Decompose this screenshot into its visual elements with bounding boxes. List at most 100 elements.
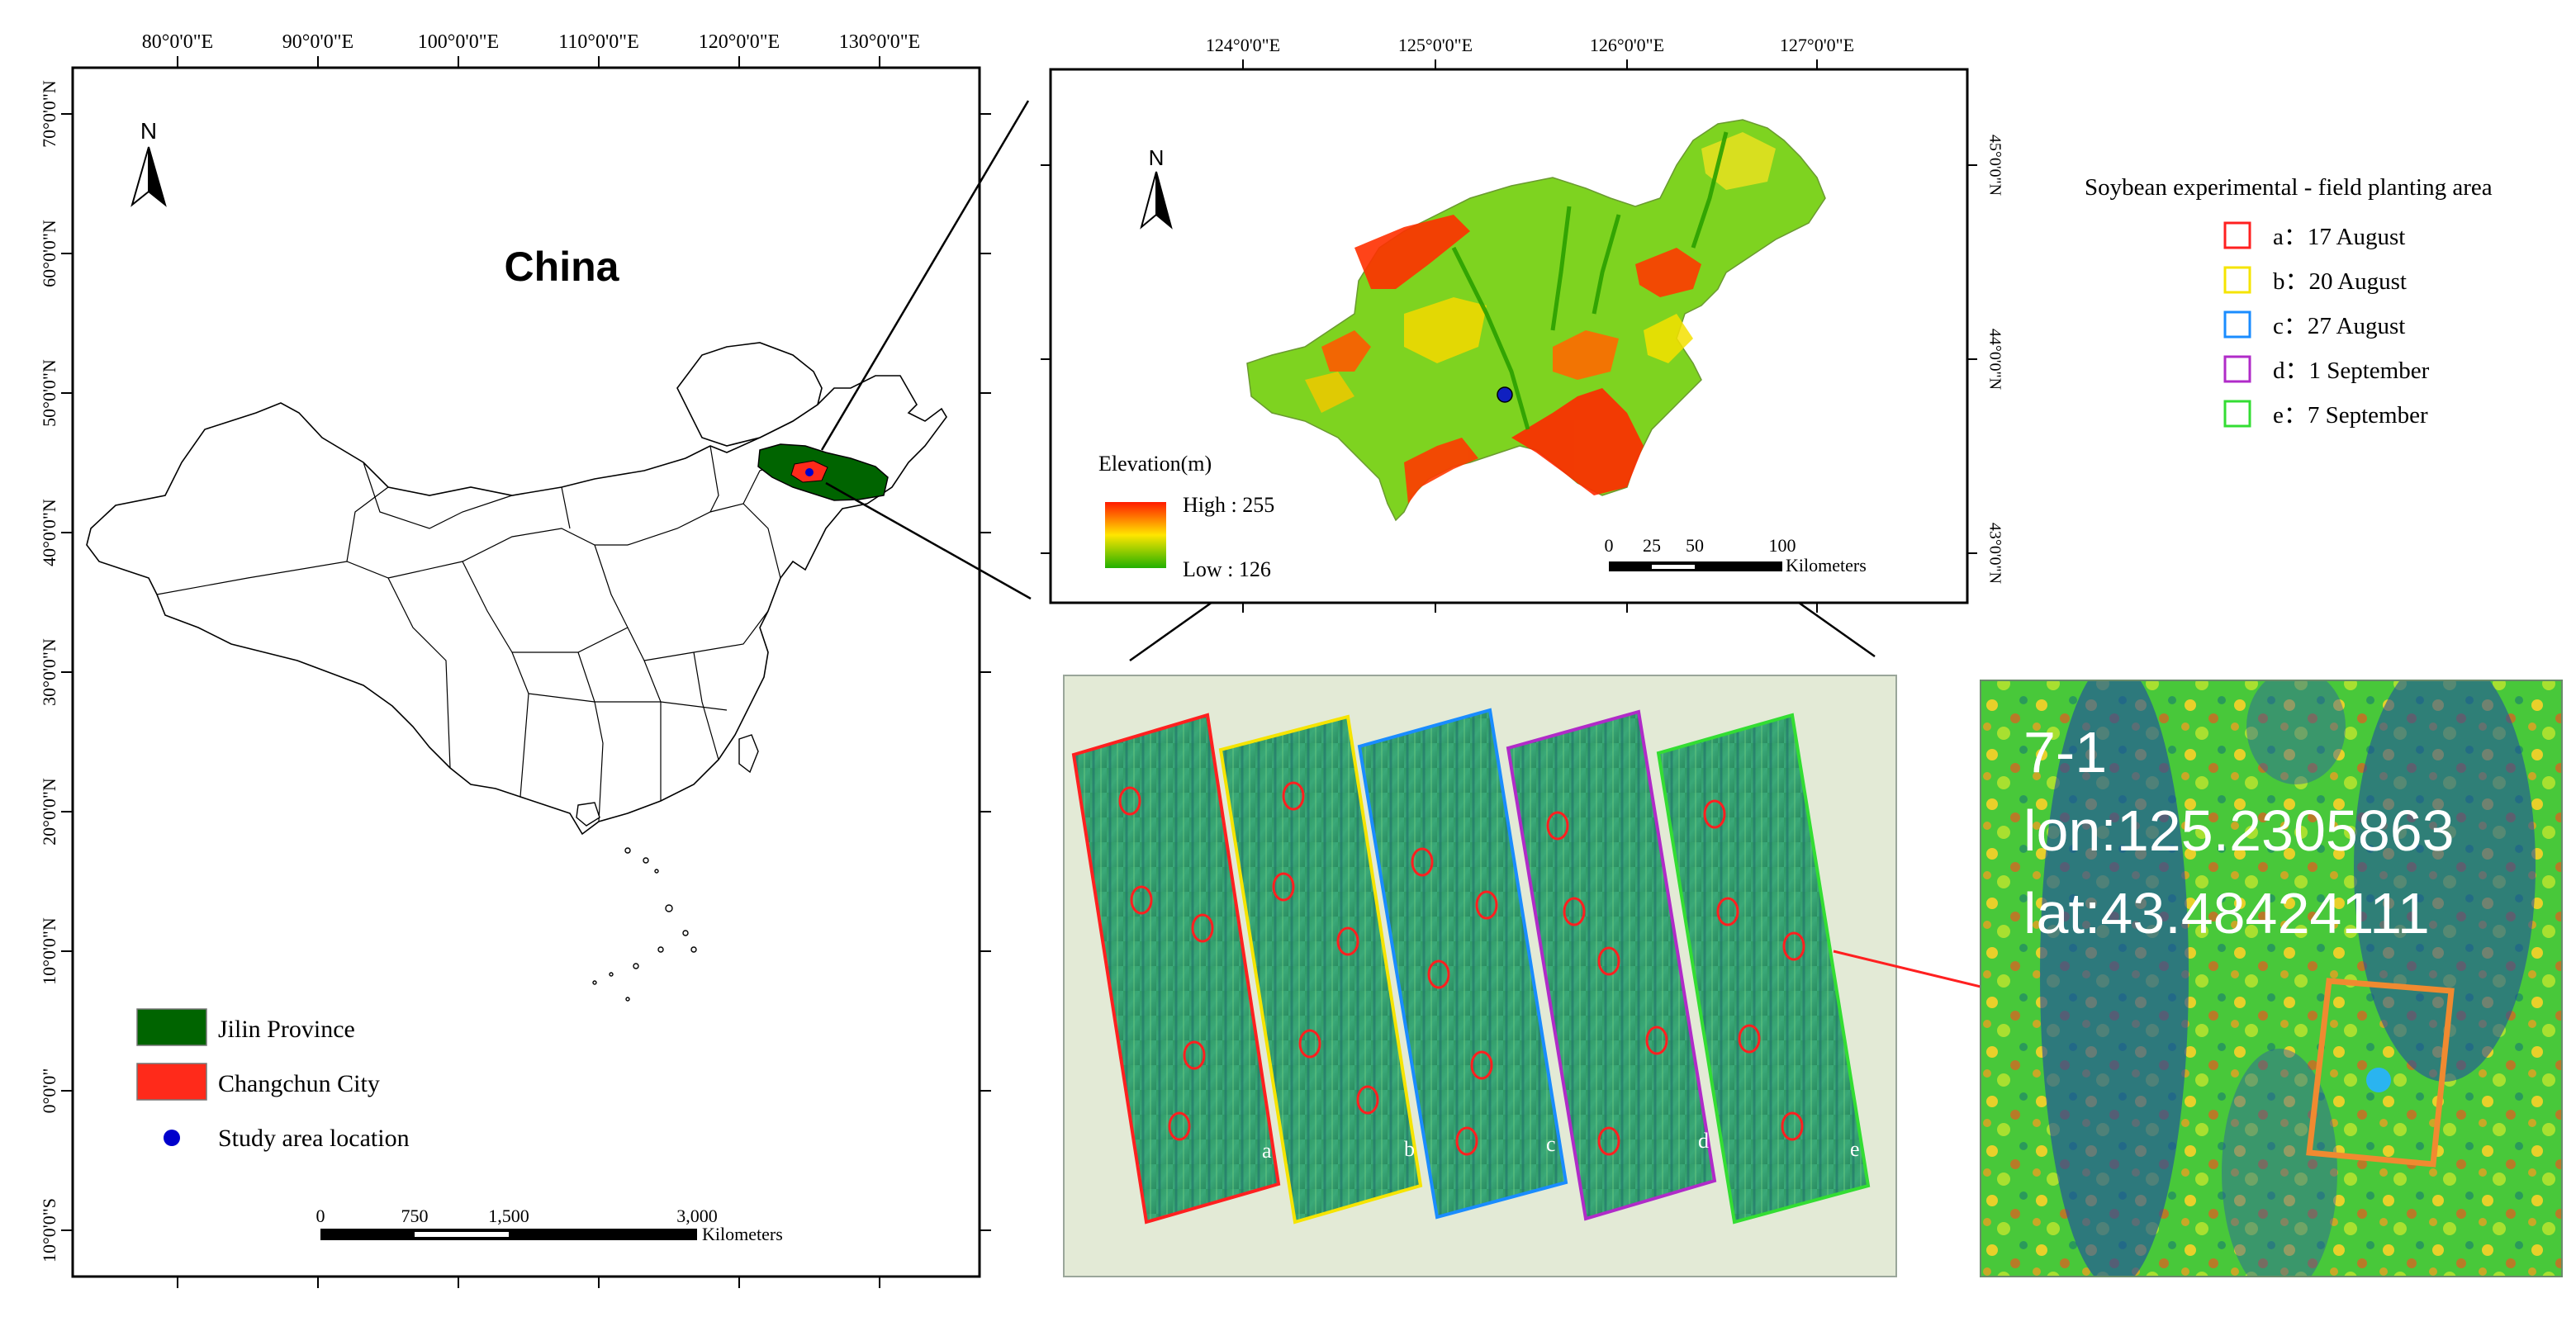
elevation-scale-bar: 0 25 50 100 Kilometers: [1605, 535, 1867, 576]
dark-soil-band: [2246, 680, 2346, 784]
legend-swatch: [136, 1008, 207, 1046]
lat-tick-label: 60°0'0"N: [39, 220, 59, 287]
sample-plot-marker: [1168, 1111, 1191, 1141]
lon-tick-label: 110°0'0"E: [558, 31, 639, 53]
sample-plot-marker: [1272, 872, 1295, 902]
legend-swatch: [136, 1063, 207, 1101]
svg-text:Kilometers: Kilometers: [1786, 555, 1867, 576]
sample-plot-marker: [1782, 931, 1805, 961]
sample-plot-marker: [1597, 946, 1620, 976]
svg-text:N: N: [140, 118, 157, 144]
field-legend-swatch: [2223, 221, 2251, 249]
field-planting-legend: Soybean experimental - field planting ar…: [2085, 174, 2493, 429]
elevation-lat-ticks: 45°0'0"N 44°0'0"N 43°0'0"N: [1041, 135, 2004, 584]
lon-tick-label: 80°0'0"E: [142, 31, 213, 53]
field-legend-label: e：7 September: [2273, 402, 2428, 429]
field-legend-label: b：20 August: [2273, 268, 2407, 295]
china-map-panel: 80°0'0"E 90°0'0"E 100°0'0"E 110°0'0"E 120°0'…: [39, 31, 991, 1288]
sample-plot-marker: [1118, 786, 1141, 816]
svg-text:0: 0: [1605, 535, 1614, 556]
lon-tick-label: 120°0'0"E: [699, 31, 780, 53]
sample-plot-marker: [1546, 811, 1569, 841]
uav-strip-image: [1357, 708, 1568, 1220]
sample-plot-marker: [1130, 885, 1153, 915]
sample-plot-marker: [1298, 1029, 1321, 1059]
lat-tick-label: 44°0'0"N: [1985, 329, 2004, 390]
china-lat-ticks: 70°0'0"N 60°0'0"N 50°0'0"N 40°0'0"N 30°0'0"N…: [39, 80, 991, 1263]
legend-label: Study area location: [218, 1125, 410, 1152]
uav-strip-image: [1218, 714, 1423, 1225]
sample-plot-marker: [1645, 1026, 1668, 1055]
sample-plot-marker: [1716, 897, 1739, 926]
elevation-legend: Elevation(m) High : 255 Low : 126: [1098, 452, 1274, 581]
islands: [576, 734, 759, 1002]
sample-plot-marker: [1703, 799, 1726, 829]
field-legend-swatch: [2223, 266, 2251, 294]
svg-text:50: 50: [1686, 535, 1704, 556]
study-area-dot: [805, 468, 814, 476]
lon-tick-label: 124°0'0"E: [1206, 35, 1280, 55]
high-elevation-zones: [1321, 215, 1701, 504]
field-legend-swatch: [2223, 355, 2251, 383]
sample-lat: lat:43.48424111: [2023, 881, 2430, 945]
lon-tick-label: 127°0'0"E: [1780, 35, 1854, 55]
lon-tick-label: 100°0'0"E: [418, 31, 499, 53]
sample-plot-marker: [1455, 1126, 1478, 1156]
svg-text:N: N: [1149, 145, 1165, 170]
sample-lon: lon:125.2305863: [2023, 798, 2455, 863]
uav-strip-letter: e: [1850, 1137, 1860, 1161]
china-scale-bar: 0 750 1,500 3,000 Kilometers: [316, 1206, 783, 1244]
field-legend-swatch: [2223, 400, 2251, 428]
lon-tick-label: 126°0'0"E: [1590, 35, 1664, 55]
sample-plot-marker: [1597, 1126, 1620, 1156]
field-legend-swatch: [2223, 310, 2251, 339]
lat-tick-label: 20°0'0"N: [39, 778, 59, 846]
uav-strip-letter: c: [1546, 1132, 1556, 1156]
province-boundaries: [156, 445, 835, 822]
svg-text:3,000: 3,000: [676, 1206, 718, 1226]
svg-text:Kilometers: Kilometers: [702, 1224, 783, 1244]
lat-tick-label: 10°0'0"S: [39, 1198, 59, 1263]
sample-plot-marker: [1470, 1050, 1493, 1080]
elevation-lon-ticks: 124°0'0"E 125°0'0"E 126°0'0"E 127°0'0"E: [1206, 35, 1854, 613]
china-outline: [86, 375, 947, 836]
sample-plot-marker: [1183, 1040, 1206, 1070]
sample-box: [2306, 978, 2455, 1168]
sample-plot-marker: [1356, 1085, 1379, 1115]
lat-tick-label: 40°0'0"N: [39, 499, 59, 566]
lat-tick-label: 0°0'0": [39, 1068, 59, 1114]
elevation-gradient: [1105, 502, 1166, 568]
dark-soil-band: [2354, 680, 2536, 1082]
svg-text:1,500: 1,500: [488, 1206, 529, 1226]
lat-tick-label: 70°0'0"N: [39, 80, 59, 148]
uav-strips: a b c d e: [1071, 708, 1871, 1225]
lat-tick-label: 43°0'0"N: [1985, 523, 2004, 584]
sample-plot-marker: [1191, 913, 1214, 943]
uav-strip-letter: d: [1698, 1129, 1709, 1153]
sample-id: 7-1: [2023, 720, 2107, 784]
china-title: China: [505, 244, 620, 290]
zoom-panel: 7-1 lon:125.2305863 lat:43.48424111: [1980, 680, 2563, 1277]
study-area-dot-elevation: [1497, 386, 1513, 403]
legend-label: Jilin Province: [218, 1016, 355, 1043]
lat-tick-label: 10°0'0"N: [39, 917, 59, 985]
sample-plot-marker: [1781, 1111, 1804, 1141]
dark-soil-band: [2222, 1049, 2337, 1277]
uav-strips-panel: a b c d e: [1063, 675, 1897, 1277]
svg-text:750: 750: [401, 1206, 429, 1226]
sample-plot-marker: [1336, 926, 1359, 956]
svg-text:100: 100: [1769, 535, 1796, 556]
svg-text:0: 0: [316, 1206, 325, 1226]
sample-plot-marker: [1475, 890, 1498, 920]
uav-strip-image: [1071, 713, 1281, 1225]
sample-plot-marker: [1738, 1024, 1761, 1054]
china-lon-ticks: 80°0'0"E 90°0'0"E 100°0'0"E 110°0'0"E 120°0'…: [142, 31, 920, 1288]
field-legend-label: d：1 September: [2273, 358, 2430, 384]
elevation-map-panel: 124°0'0"E 125°0'0"E 126°0'0"E 127°0'0"E 45°…: [1041, 35, 2004, 613]
mid-elevation-zones: [1305, 132, 1776, 413]
lon-tick-label: 90°0'0"E: [282, 31, 353, 53]
north-arrow-china: N: [130, 118, 167, 207]
lat-tick-label: 50°0'0"N: [39, 359, 59, 427]
svg-text:25: 25: [1643, 535, 1661, 556]
lon-tick-label: 125°0'0"E: [1398, 35, 1473, 55]
